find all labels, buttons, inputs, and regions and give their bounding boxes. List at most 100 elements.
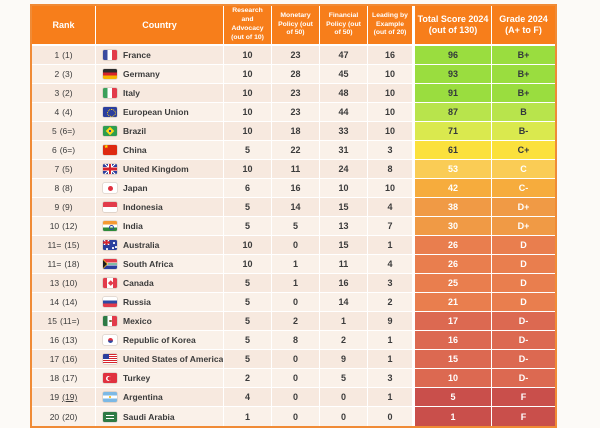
country-cell: Indonesia (96, 198, 224, 216)
financial-policy-score-cell: 2 (320, 331, 368, 349)
country-cell: European Union (96, 103, 224, 121)
flag-icon-de (103, 69, 117, 79)
country-cell: Italy (96, 84, 224, 102)
table-row: 6 (6=) China 5 22 31 3 61 C+ (32, 141, 555, 160)
grade-cell: C- (492, 179, 555, 197)
rank-previous: (10) (62, 278, 78, 288)
leading-by-example-score-cell: 1 (368, 331, 413, 349)
research-advocacy-score-cell: 6 (224, 179, 272, 197)
flag-icon-kr (103, 335, 117, 345)
total-score-cell: 21 (413, 293, 492, 311)
table-row: 16 (13) Republic of Korea 5 8 2 1 16 D- (32, 331, 555, 350)
col-header-monetary-policy: Monetary Policy (out of 50) (272, 6, 320, 44)
rank-cell: 17 (16) (32, 350, 96, 368)
flag-icon-us (103, 354, 117, 364)
rank-cell: 14 (14) (32, 293, 96, 311)
country-cell: Brazil (96, 122, 224, 140)
rank-previous: (9) (62, 202, 73, 212)
research-advocacy-score-cell: 10 (224, 160, 272, 178)
rank-current: 10 (49, 221, 60, 231)
flag-icon-tr (103, 373, 117, 383)
leading-by-example-score-cell: 2 (368, 293, 413, 311)
flag-icon-au (103, 240, 117, 250)
rank-previous: (6=) (59, 145, 76, 155)
country-name: Mexico (123, 316, 152, 326)
table-row: 2 (3) Germany 10 28 45 10 93 B+ (32, 65, 555, 84)
rank-cell: 2 (3) (32, 65, 96, 83)
leading-by-example-score-cell: 1 (368, 388, 413, 406)
rank-current: 9 (54, 202, 60, 212)
flag-icon-in (103, 221, 117, 231)
total-score-cell: 93 (413, 65, 492, 83)
table-row: 19 (19) Argentina 4 0 0 1 5 F (32, 388, 555, 407)
rank-previous: (2) (62, 88, 73, 98)
table-row: 4 (4) European Union 10 23 44 10 87 B (32, 103, 555, 122)
rank-current: 14 (49, 297, 60, 307)
table-row: 15 (11=) Mexico 5 2 1 9 17 D- (32, 312, 555, 331)
country-name: Turkey (123, 373, 151, 383)
country-name: European Union (123, 107, 189, 117)
total-score-cell: 42 (413, 179, 492, 197)
country-name: South Africa (123, 259, 174, 269)
rank-current: 11= (47, 240, 62, 250)
flag-icon-ar (103, 392, 117, 402)
rank-previous: (18) (64, 259, 80, 269)
research-advocacy-score-cell: 5 (224, 293, 272, 311)
total-score-cell: 10 (413, 369, 492, 387)
leading-by-example-score-cell: 16 (368, 46, 413, 64)
rank-cell: 16 (13) (32, 331, 96, 349)
monetary-policy-score-cell: 22 (272, 141, 320, 159)
col-header-country: Country (96, 6, 224, 44)
research-advocacy-score-cell: 5 (224, 350, 272, 368)
table-row: 17 (16) United States of America 5 0 9 1… (32, 350, 555, 369)
research-advocacy-score-cell: 5 (224, 331, 272, 349)
financial-policy-score-cell: 1 (320, 312, 368, 330)
rank-current: 6 (51, 145, 57, 155)
grade-cell: D- (492, 312, 555, 330)
country-name: India (123, 221, 143, 231)
country-cell: Saudi Arabia (96, 407, 224, 426)
grade-header-line2: (A+ to F) (505, 25, 542, 35)
total-score-cell: 53 (413, 160, 492, 178)
leading-by-example-score-cell: 7 (368, 217, 413, 235)
financial-policy-score-cell: 0 (320, 388, 368, 406)
rank-current: 1 (54, 50, 60, 60)
table-row: 20 (20) Saudi Arabia 1 0 0 0 1 F (32, 407, 555, 426)
country-name: Republic of Korea (123, 335, 196, 345)
rank-previous[interactable]: (19) (62, 392, 78, 402)
rank-cell: 19 (19) (32, 388, 96, 406)
monetary-policy-score-cell: 28 (272, 65, 320, 83)
rank-cell: 5 (6=) (32, 122, 96, 140)
country-name: Italy (123, 88, 141, 98)
flag-icon-ca (103, 278, 117, 288)
flag-icon-ru (103, 297, 117, 307)
monetary-policy-score-cell: 0 (272, 350, 320, 368)
country-name: United States of America (123, 354, 224, 364)
research-advocacy-score-cell: 10 (224, 103, 272, 121)
rank-cell: 15 (11=) (32, 312, 96, 330)
flag-icon-cn (103, 145, 117, 155)
col-header-total-score: Total Score 2024 (out of 130) (413, 6, 492, 44)
research-advocacy-score-cell: 5 (224, 198, 272, 216)
research-advocacy-score-cell: 5 (224, 274, 272, 292)
rank-previous: (14) (62, 297, 78, 307)
rank-cell: 3 (2) (32, 84, 96, 102)
total-score-cell: 87 (413, 103, 492, 121)
country-name: Saudi Arabia (123, 411, 175, 422)
monetary-policy-score-cell: 0 (272, 407, 320, 426)
rank-previous: (15) (64, 240, 80, 250)
table-row: 8 (8) Japan 6 16 10 10 42 C- (32, 179, 555, 198)
grade-cell: D (492, 255, 555, 273)
research-advocacy-score-cell: 1 (224, 407, 272, 426)
financial-policy-score-cell: 15 (320, 236, 368, 254)
financial-policy-score-cell: 33 (320, 122, 368, 140)
monetary-policy-score-cell: 0 (272, 236, 320, 254)
leading-by-example-score-cell: 0 (368, 407, 413, 426)
financial-policy-score-cell: 45 (320, 65, 368, 83)
country-cell: Mexico (96, 312, 224, 330)
rank-current: 20 (49, 411, 60, 422)
total-score-cell: 26 (413, 255, 492, 273)
monetary-policy-score-cell: 23 (272, 46, 320, 64)
table-row: 7 (5) United Kingdom 10 11 24 8 53 C (32, 160, 555, 179)
